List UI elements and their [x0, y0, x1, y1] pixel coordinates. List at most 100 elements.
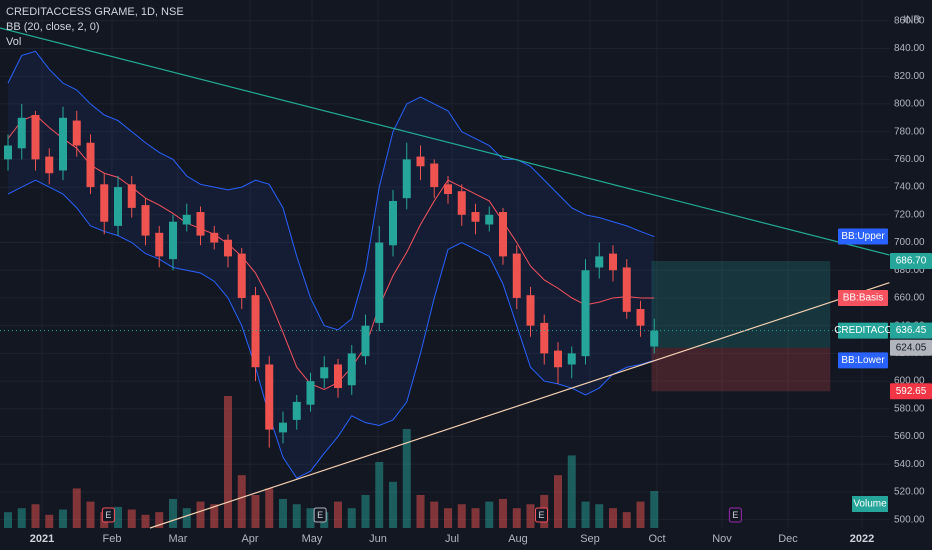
volume-bar	[210, 504, 219, 528]
volume-bar	[196, 501, 205, 528]
y-tick-label: 660.00	[894, 293, 925, 304]
trendline	[0, 27, 890, 256]
candle-body	[224, 239, 232, 257]
candle-body	[182, 214, 191, 225]
volume-bar	[416, 495, 425, 528]
x-tick-label: May	[302, 533, 323, 545]
volume-bar	[609, 508, 617, 528]
candle-body	[17, 117, 26, 149]
stop-zone	[651, 347, 831, 392]
trendline	[149, 282, 890, 529]
candle-body	[251, 295, 260, 368]
volume-bar	[59, 509, 67, 528]
candle-body	[444, 184, 452, 195]
candle-body	[471, 212, 480, 222]
candle-body	[636, 309, 645, 326]
price-tag-box	[838, 322, 888, 339]
price-tag: BB:Lower	[841, 355, 885, 366]
y-tick-label: 820.00	[894, 71, 925, 82]
candle-body	[114, 187, 122, 226]
y-tick-label: 680.00	[894, 265, 925, 276]
candle-body	[416, 156, 425, 167]
volume-bar	[4, 512, 12, 528]
price-tag-box	[890, 322, 932, 339]
x-tick-label: Feb	[103, 533, 122, 545]
y-tick-label: 780.00	[894, 126, 925, 137]
volume-bar	[169, 498, 177, 528]
candle-body	[430, 163, 439, 188]
volume-bar	[581, 501, 590, 528]
candle-body	[169, 221, 177, 260]
volume-bar	[430, 501, 439, 528]
candle-body	[237, 253, 246, 298]
candle-body	[141, 205, 150, 236]
x-tick-label: Aug	[508, 533, 528, 545]
candle-body	[86, 142, 95, 188]
volume-bar	[31, 504, 40, 528]
candle-body	[361, 325, 370, 357]
volume-bar	[17, 508, 26, 528]
volume-bar	[554, 475, 562, 528]
volume-bar	[622, 512, 631, 528]
band-line	[7, 179, 655, 479]
x-tick-label: Jun	[369, 533, 387, 545]
price-tag: 636.45	[896, 325, 927, 336]
event-marker	[728, 507, 742, 523]
price-tag: CREDITACC	[834, 325, 892, 336]
candle-body	[457, 191, 466, 215]
candle-body	[320, 367, 329, 379]
volume-bar	[650, 491, 659, 528]
event-marker	[313, 507, 327, 523]
candle-body	[485, 214, 494, 225]
volume-bar	[306, 508, 315, 528]
volume-bar	[526, 504, 535, 528]
volume-bar	[499, 498, 507, 528]
candle-body	[155, 232, 164, 257]
x-tick-label: Sep	[580, 533, 600, 545]
band-line	[7, 114, 655, 390]
volume-bar	[402, 429, 411, 528]
price-tag: BB:Upper	[841, 231, 885, 242]
y-tick-label: 760.00	[894, 154, 925, 165]
x-tick-label: 2022	[850, 533, 874, 545]
event-marker	[101, 507, 115, 523]
y-tick-label: 840.00	[894, 43, 925, 54]
volume-tag: Volume	[853, 499, 887, 510]
candle-body	[609, 253, 617, 271]
volume-bar	[279, 498, 287, 528]
x-tick-label: Oct	[648, 533, 665, 545]
candle-body	[31, 115, 40, 160]
candle-body	[45, 156, 54, 174]
volume-bar	[361, 495, 370, 528]
price-tag-box	[838, 352, 888, 369]
y-tick-label: 700.00	[894, 237, 925, 248]
volume-bar	[444, 508, 452, 528]
volume-bar	[45, 514, 54, 528]
candle-body	[100, 184, 109, 222]
x-tick-label: Mar	[169, 533, 188, 545]
price-tag-box	[890, 339, 932, 356]
candle-body	[210, 232, 219, 243]
y-tick-label: 540.00	[894, 459, 925, 470]
currency: INR	[903, 15, 920, 26]
y-tick-label: 720.00	[894, 209, 925, 220]
price-tag-box	[890, 252, 932, 269]
chart-title: CREDITACCESS GRAME, 1D, NSE	[6, 6, 184, 18]
candle-body	[622, 267, 631, 312]
volume-bar	[86, 501, 95, 528]
volume-bar	[457, 504, 466, 528]
band-line	[7, 50, 655, 331]
candle-body	[306, 381, 315, 405]
price-tag: 686.70	[896, 256, 927, 267]
candle-body	[595, 256, 604, 268]
price-tag: BB:Basis	[843, 293, 884, 304]
volume-bar	[389, 481, 397, 528]
volume-bar	[471, 508, 480, 528]
candle-body	[72, 120, 81, 146]
candle-body	[334, 364, 342, 389]
volume-bar	[636, 501, 645, 528]
volume-bar	[114, 506, 122, 528]
y-tick-label: 560.00	[894, 431, 925, 442]
event-label: E	[538, 510, 544, 520]
